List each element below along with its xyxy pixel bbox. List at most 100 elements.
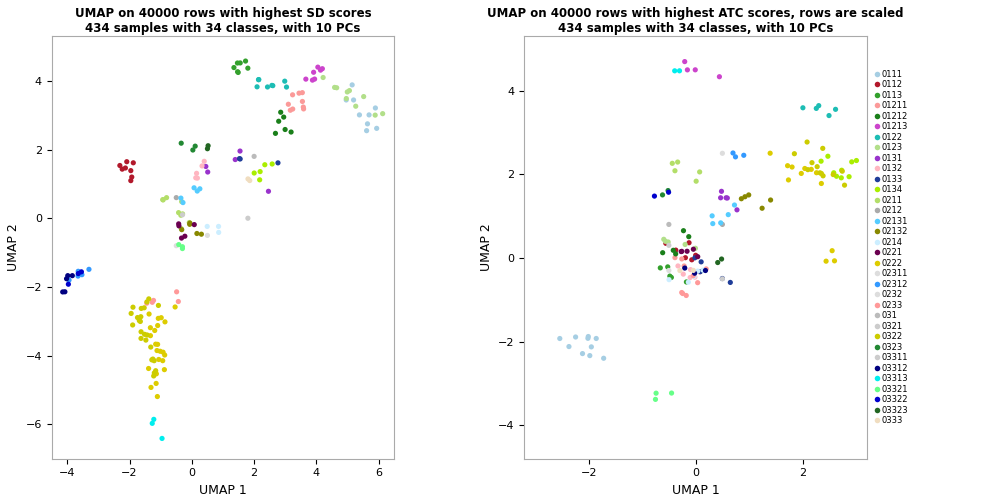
Point <box>677 240 694 248</box>
Point <box>652 264 668 272</box>
Point <box>369 124 385 133</box>
Point <box>305 68 322 76</box>
Point <box>230 68 246 76</box>
X-axis label: UMAP 1: UMAP 1 <box>671 484 720 497</box>
Point <box>167 303 183 311</box>
Point <box>133 312 149 321</box>
Point <box>715 149 731 157</box>
Point <box>257 161 273 169</box>
Point <box>673 247 689 256</box>
Point <box>689 279 706 287</box>
Point <box>156 351 172 359</box>
Point <box>671 67 687 75</box>
Point <box>686 269 703 277</box>
Point <box>779 162 795 170</box>
Point <box>551 335 568 343</box>
Point <box>284 91 300 99</box>
Point <box>820 152 836 160</box>
Point <box>294 97 310 105</box>
Point <box>186 184 203 192</box>
Point <box>129 313 145 322</box>
Point <box>123 309 139 318</box>
Point <box>720 194 736 202</box>
Point <box>654 248 670 257</box>
Point <box>728 153 744 161</box>
Point <box>754 204 770 212</box>
Point <box>659 263 675 271</box>
Point <box>264 81 280 89</box>
Point <box>252 167 268 175</box>
Point <box>762 196 778 204</box>
Point <box>181 219 198 227</box>
Point <box>786 150 802 158</box>
Point <box>692 268 709 276</box>
Point <box>718 194 734 202</box>
Point <box>272 108 288 116</box>
Point <box>560 343 577 351</box>
Point <box>153 313 169 322</box>
Point <box>327 83 343 91</box>
Point <box>71 267 87 275</box>
Point <box>124 173 140 181</box>
Point <box>670 262 686 270</box>
Point <box>232 155 248 163</box>
Point <box>682 274 699 282</box>
Point <box>844 158 860 166</box>
Point <box>283 128 299 136</box>
Point <box>156 365 172 373</box>
Point <box>741 191 757 199</box>
Point <box>230 69 246 77</box>
Point <box>150 301 166 309</box>
Point <box>841 173 857 181</box>
Point <box>799 138 815 146</box>
Point <box>695 266 711 274</box>
Point <box>375 110 391 118</box>
Point <box>685 245 702 253</box>
Point <box>145 355 161 363</box>
Point <box>688 177 705 185</box>
Point <box>132 318 148 326</box>
Point <box>849 156 865 164</box>
Point <box>694 258 710 266</box>
Point <box>312 66 329 74</box>
Point <box>264 160 280 168</box>
Point <box>686 272 703 280</box>
Point <box>705 220 721 228</box>
Point <box>232 155 248 163</box>
Point <box>673 288 689 296</box>
Point <box>660 186 676 195</box>
Point <box>145 296 161 304</box>
Point <box>278 83 294 91</box>
Point <box>687 66 704 74</box>
Point <box>825 246 841 255</box>
Y-axis label: UMAP 2: UMAP 2 <box>7 224 20 271</box>
Point <box>596 354 612 362</box>
Point <box>173 198 190 206</box>
Point <box>190 174 206 182</box>
Point <box>226 64 242 72</box>
Point <box>715 275 731 283</box>
Point <box>826 169 842 177</box>
Point <box>259 83 275 91</box>
Point <box>150 314 166 323</box>
Point <box>146 357 162 365</box>
Point <box>114 165 130 173</box>
Point <box>793 169 809 177</box>
Point <box>139 331 155 339</box>
Point <box>54 288 71 296</box>
Point <box>710 259 726 267</box>
Point <box>172 211 188 219</box>
Point <box>123 167 139 175</box>
Point <box>687 244 704 253</box>
Point <box>149 340 165 348</box>
Point <box>679 66 696 74</box>
Point <box>154 357 170 365</box>
Point <box>294 89 310 97</box>
Point <box>580 334 596 342</box>
Point <box>249 83 265 91</box>
Point <box>814 144 831 152</box>
Point <box>119 158 135 166</box>
Point <box>676 264 692 272</box>
Point <box>200 222 216 230</box>
Point <box>187 142 204 150</box>
